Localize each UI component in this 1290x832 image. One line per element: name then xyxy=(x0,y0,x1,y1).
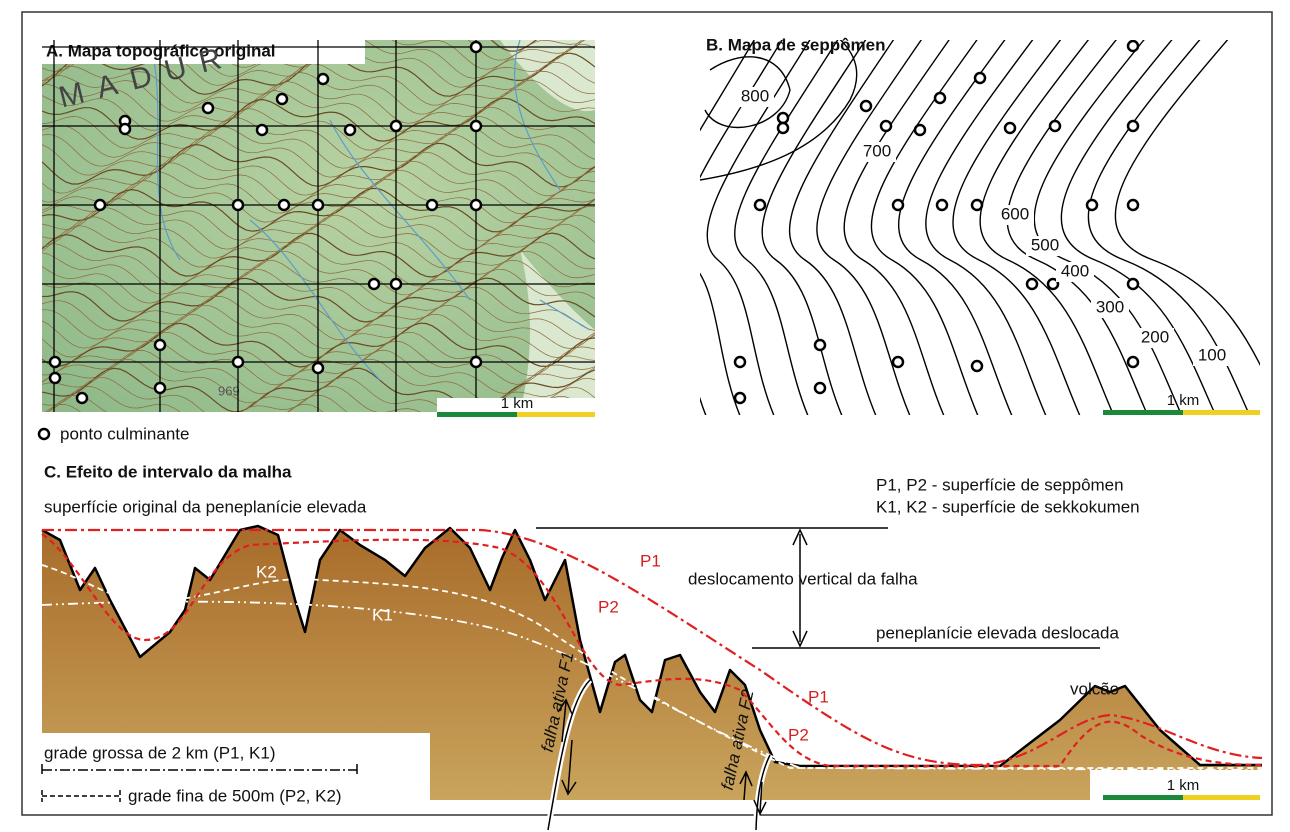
contour-label: 400 xyxy=(1061,261,1089,280)
scale-bar xyxy=(517,412,595,417)
summit-marker xyxy=(1128,121,1138,131)
contour-label: 700 xyxy=(863,141,891,160)
summit-marker xyxy=(1050,121,1060,131)
summit-marker xyxy=(120,124,130,134)
contour-label: 600 xyxy=(1001,204,1029,223)
summit-marker xyxy=(50,373,60,383)
summit-marker xyxy=(735,393,745,403)
summit-marker xyxy=(972,200,982,210)
summit-marker xyxy=(755,200,765,210)
summit-marker xyxy=(471,121,481,131)
summit-marker xyxy=(427,200,437,210)
summit-marker xyxy=(1005,123,1015,133)
contour-label: 300 xyxy=(1096,297,1124,316)
contour-label: 100 xyxy=(1198,345,1226,364)
summit-marker xyxy=(1128,41,1138,51)
summit-marker xyxy=(778,123,788,133)
key-label: K1, K2 - superfície de sekkokumen xyxy=(876,497,1140,516)
summit-marker xyxy=(471,42,481,52)
summit-marker xyxy=(345,125,355,135)
summit-marker xyxy=(95,200,105,210)
key-label: P1, P2 - superfície de seppômen xyxy=(876,475,1124,494)
summit-marker xyxy=(778,113,788,123)
summit-marker xyxy=(815,340,825,350)
summit-marker xyxy=(391,279,401,289)
volcano-label: volcão xyxy=(1070,679,1119,698)
panel-title: C. Efeito de intervalo da malha xyxy=(44,462,292,481)
scale-bar xyxy=(1103,410,1183,415)
contour-label: 800 xyxy=(741,86,769,105)
page: A. Mapa topográfico original MADUR 969 1… xyxy=(0,0,1290,832)
summit-marker xyxy=(391,121,401,131)
contour-label: 200 xyxy=(1141,327,1169,346)
summit-marker xyxy=(735,357,745,367)
summit-marker xyxy=(369,279,379,289)
summit-marker xyxy=(233,357,243,367)
summit-marker xyxy=(471,200,481,210)
curve-label: P1 xyxy=(640,551,661,570)
summit-marker xyxy=(233,200,243,210)
scale-label: 1 km xyxy=(1167,777,1200,794)
scale-bar xyxy=(1103,795,1183,800)
displacement-label: deslocamento vertical da falha xyxy=(688,569,918,588)
scale-label: 1 km xyxy=(501,395,534,412)
surface-label: superfície original da peneplanície elev… xyxy=(44,497,367,516)
curve-label: P2 xyxy=(598,597,619,616)
summit-marker xyxy=(155,340,165,350)
summit-marker xyxy=(77,393,87,403)
summit-marker xyxy=(318,74,328,84)
legend-marker xyxy=(39,429,49,439)
summit-marker xyxy=(935,93,945,103)
scale-bar xyxy=(1183,410,1260,415)
summit-marker xyxy=(50,357,60,367)
summit-marker xyxy=(471,357,481,367)
legend-label: grade fina de 500m (P2, K2) xyxy=(128,786,342,805)
summit-marker xyxy=(881,121,891,131)
summit-marker xyxy=(893,200,903,210)
curve-label: K2 xyxy=(256,562,277,581)
contour-label: 500 xyxy=(1031,235,1059,254)
scale-bar xyxy=(1183,795,1260,800)
summit-marker xyxy=(1027,279,1037,289)
summit-marker xyxy=(203,103,213,113)
legend-label: ponto culminante xyxy=(60,424,189,443)
summit-marker xyxy=(893,357,903,367)
summit-marker xyxy=(1128,200,1138,210)
displaced-surface-label: peneplanície elevada deslocada xyxy=(876,623,1119,642)
spot-height: 969 xyxy=(218,383,240,398)
summit-marker xyxy=(937,200,947,210)
summit-marker xyxy=(861,101,871,111)
summit-marker xyxy=(257,125,267,135)
figure: A. Mapa topográfico original MADUR 969 1… xyxy=(0,0,1290,832)
curve-label: K1 xyxy=(372,605,393,624)
curve-label: P1 xyxy=(808,687,829,706)
curve-label: P2 xyxy=(788,725,809,744)
legend-label: grade grossa de 2 km (P1, K1) xyxy=(44,743,276,762)
scale-bar xyxy=(437,412,517,417)
panel-title: B. Mapa de seppômen xyxy=(706,35,885,54)
summit-marker xyxy=(279,200,289,210)
summit-marker xyxy=(815,383,825,393)
summit-marker xyxy=(915,125,925,135)
summit-marker xyxy=(1128,357,1138,367)
summit-marker xyxy=(975,73,985,83)
scale-label: 1 km xyxy=(1167,392,1200,409)
summit-marker xyxy=(313,363,323,373)
summit-marker xyxy=(313,200,323,210)
summit-marker xyxy=(1087,200,1097,210)
summit-marker xyxy=(155,383,165,393)
summit-marker xyxy=(277,94,287,104)
summit-marker xyxy=(972,361,982,371)
summit-marker xyxy=(1128,279,1138,289)
